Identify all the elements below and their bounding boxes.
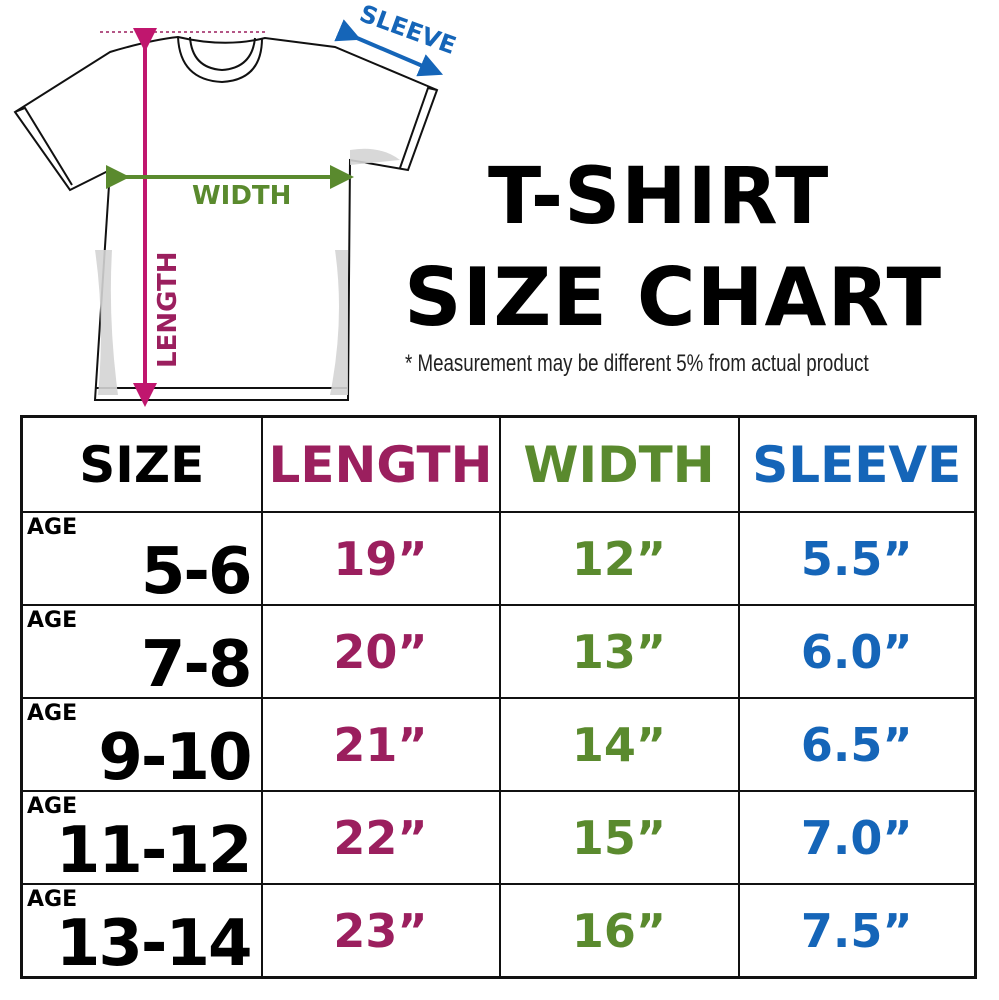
length-label: LENGTH xyxy=(153,252,183,368)
age-label: AGE xyxy=(27,887,78,912)
width-value: 12” xyxy=(498,511,740,606)
width-value: 16” xyxy=(498,883,740,979)
table-row: AGE 11-12 22” 15” 7.0” xyxy=(20,790,977,885)
table-row: AGE 9-10 21” 14” 6.5” xyxy=(20,697,977,792)
age-label: AGE xyxy=(27,794,78,819)
measurement-note: * Measurement may be different 5% from a… xyxy=(405,350,869,377)
title-line-1: T-SHIRT xyxy=(488,152,830,242)
size-cell: AGE 11-12 xyxy=(20,790,263,885)
size-cell: AGE 7-8 xyxy=(20,604,263,699)
table-row: AGE 5-6 19” 12” 5.5” xyxy=(20,511,977,606)
size-cell: AGE 9-10 xyxy=(20,697,263,792)
width-value: 15” xyxy=(498,790,740,885)
age-range: 9-10 xyxy=(98,721,252,791)
table-row: AGE 7-8 20” 13” 6.0” xyxy=(20,604,977,699)
age-range: 13-14 xyxy=(55,907,253,978)
length-value: 22” xyxy=(260,790,501,885)
table-row: AGE 13-14 23” 16” 7.5” xyxy=(20,883,977,979)
tshirt-outline xyxy=(13,35,439,401)
width-value: 13” xyxy=(498,604,740,699)
sleeve-value: 6.0” xyxy=(737,604,977,699)
sleeve-arrow xyxy=(334,19,444,77)
age-range: 7-8 xyxy=(140,628,253,698)
width-label: WIDTH xyxy=(192,181,291,211)
header-width: WIDTH xyxy=(498,415,740,513)
age-label: AGE xyxy=(27,608,78,633)
sleeve-label: SLEEVE xyxy=(356,0,460,60)
length-value: 23” xyxy=(260,883,501,979)
length-value: 20” xyxy=(260,604,501,699)
age-range: 11-12 xyxy=(55,814,253,884)
size-table: SIZE LENGTH WIDTH SLEEVE AGE 5-6 19” 12”… xyxy=(20,415,977,979)
header-size: SIZE xyxy=(20,415,263,513)
title-line-2: SIZE CHART xyxy=(404,251,943,344)
table-header-row: SIZE LENGTH WIDTH SLEEVE xyxy=(20,415,977,513)
header-sleeve: SLEEVE xyxy=(737,415,977,513)
sleeve-value: 7.0” xyxy=(737,790,977,885)
size-cell: AGE 13-14 xyxy=(20,883,263,979)
age-label: AGE xyxy=(27,701,78,726)
sleeve-value: 5.5” xyxy=(737,511,977,606)
age-range: 5-6 xyxy=(140,535,253,605)
sleeve-value: 7.5” xyxy=(737,883,977,979)
length-value: 21” xyxy=(260,697,501,792)
sleeve-value: 6.5” xyxy=(737,697,977,792)
size-cell: AGE 5-6 xyxy=(20,511,263,606)
age-label: AGE xyxy=(27,515,78,540)
width-value: 14” xyxy=(498,697,740,792)
header-length: LENGTH xyxy=(260,415,501,513)
tshirt-measurement-diagram: WIDTH LENGTH SLEEVE xyxy=(13,0,460,407)
length-value: 19” xyxy=(260,511,501,606)
